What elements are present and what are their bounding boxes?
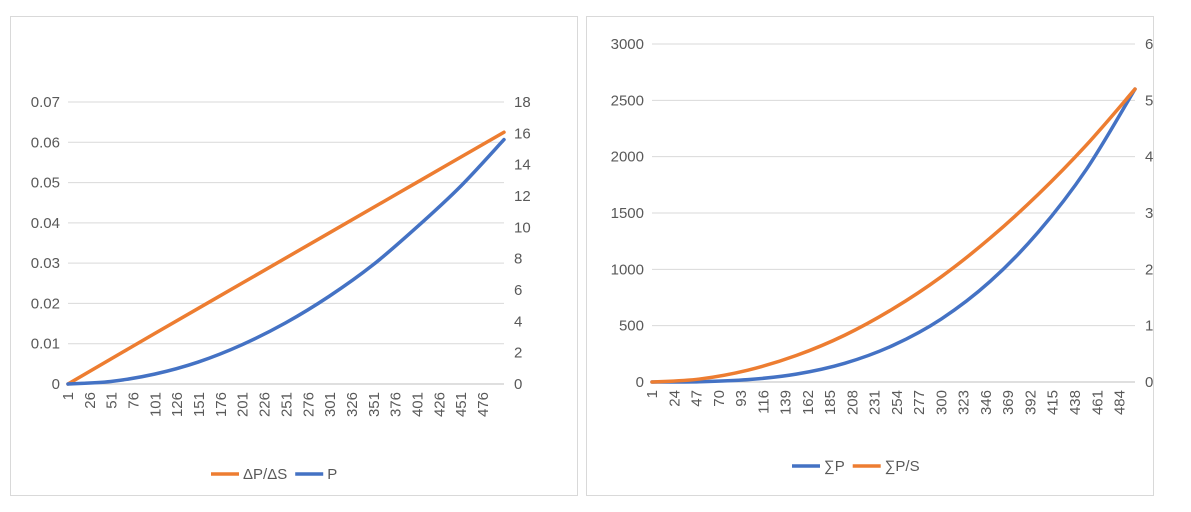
y-right-tick-label: 18 (514, 94, 531, 111)
y-left-tick-label: 500 (619, 318, 644, 335)
y-right-tick-label: 2 (1145, 261, 1153, 278)
x-tick-label: 176 (213, 392, 230, 417)
y-right-tick-label: 10 (514, 219, 531, 236)
x-tick-label: 277 (911, 390, 928, 415)
x-tick-label: 346 (978, 390, 995, 415)
x-tick-label: 24 (666, 390, 683, 407)
x-tick-label: 369 (1000, 390, 1017, 415)
legend-label: ∑P/S (885, 458, 920, 475)
y-left-tick-label: 1500 (611, 205, 644, 222)
x-tick-label: 484 (1112, 390, 1129, 415)
series-line-right (650, 87, 1137, 384)
x-tick-label: 116 (755, 390, 772, 414)
series-line-right (66, 137, 506, 386)
x-tick-label: 162 (800, 390, 817, 415)
x-tick-label: 392 (1022, 390, 1039, 415)
x-tick-label: 251 (278, 392, 295, 417)
x-tick-label: 451 (453, 392, 470, 417)
x-tick-label: 351 (366, 392, 383, 417)
x-tick-label: 461 (1089, 390, 1106, 415)
x-tick-label: 254 (889, 390, 906, 415)
y-left-tick-label: 0.03 (31, 255, 60, 272)
chart-left-svg: 00.010.020.030.040.050.060.0702468101214… (31, 94, 531, 483)
y-right-tick-label: 8 (514, 251, 522, 268)
x-tick-label: 401 (409, 392, 426, 417)
x-tick-label: 26 (82, 392, 99, 409)
y-left-tick-label: 2500 (611, 92, 644, 109)
y-left-tick-label: 3000 (611, 36, 644, 53)
x-tick-label: 139 (778, 390, 795, 415)
y-right-tick-label: 3 (1145, 205, 1153, 222)
x-tick-label: 301 (322, 392, 339, 417)
x-tick-label: 185 (822, 390, 839, 415)
y-right-tick-label: 1 (1145, 318, 1153, 335)
chart-panel-left: 0 0.01 0.02 0.03 0.04 0.05 0.06 0.07 0 2 4 6 8 10 12 14… (10, 16, 578, 496)
x-tick-label: 231 (867, 390, 884, 415)
x-tick-label: 101 (147, 392, 164, 417)
x-tick-label: 51 (104, 392, 121, 409)
y-left-tick-label: 2000 (611, 149, 644, 166)
x-tick-label: 323 (956, 390, 973, 415)
x-tick-label: 426 (431, 392, 448, 417)
x-tick-label: 226 (257, 392, 274, 417)
y-right-tick-label: 12 (514, 188, 531, 205)
x-tick-label: 208 (844, 390, 861, 415)
x-tick-label: 201 (235, 392, 252, 417)
x-tick-label: 151 (191, 392, 208, 417)
y-right-tick-label: 14 (514, 157, 531, 174)
legend-label: P (327, 466, 337, 483)
y-left-tick-label: 0 (52, 376, 60, 393)
x-tick-label: 300 (933, 390, 950, 415)
x-tick-label: 76 (126, 392, 143, 409)
x-tick-label: 376 (388, 392, 405, 417)
x-tick-label: 126 (169, 392, 186, 417)
series-line-left (66, 130, 506, 386)
y-left-tick-label: 0.07 (31, 94, 60, 111)
y-right-tick-label: 0 (1145, 374, 1153, 391)
y-right-tick-label: 5 (1145, 92, 1153, 109)
x-tick-label: 1 (644, 390, 661, 398)
y-left-tick-label: 0 (636, 374, 644, 391)
y-left-tick-label: 1000 (611, 261, 644, 278)
x-tick-label: 93 (733, 390, 750, 407)
legend-label: ∑P (824, 458, 845, 475)
series-line-left (650, 87, 1137, 384)
x-tick-label: 415 (1045, 390, 1062, 415)
y-left-tick-label: 0.02 (31, 295, 60, 312)
y-right-tick-label: 6 (1145, 36, 1153, 53)
y-right-tick-label: 4 (1145, 149, 1153, 166)
x-tick-label: 47 (689, 390, 706, 407)
y-right-tick-label: 16 (514, 125, 531, 142)
x-tick-label: 276 (300, 392, 317, 417)
x-tick-label: 438 (1067, 390, 1084, 415)
legend-label: ΔP/ΔS (243, 466, 287, 483)
y-right-tick-label: 6 (514, 282, 522, 299)
y-right-tick-label: 4 (514, 313, 522, 330)
y-right-tick-label: 0 (514, 376, 522, 393)
x-tick-label: 476 (475, 392, 492, 417)
x-tick-label: 326 (344, 392, 361, 417)
chart-panel-right: 0 500 1000 1500 2000 2500 3000 0 1 2 3 4 5 6 1 24 47 70 93… (586, 16, 1154, 496)
y-left-tick-label: 0.05 (31, 175, 60, 192)
y-right-tick-label: 2 (514, 345, 522, 362)
y-left-tick-label: 0.04 (31, 215, 60, 232)
x-tick-label: 1 (60, 392, 77, 400)
x-tick-label: 70 (711, 390, 728, 407)
y-left-tick-label: 0.01 (31, 336, 60, 353)
y-left-tick-label: 0.06 (31, 134, 60, 151)
